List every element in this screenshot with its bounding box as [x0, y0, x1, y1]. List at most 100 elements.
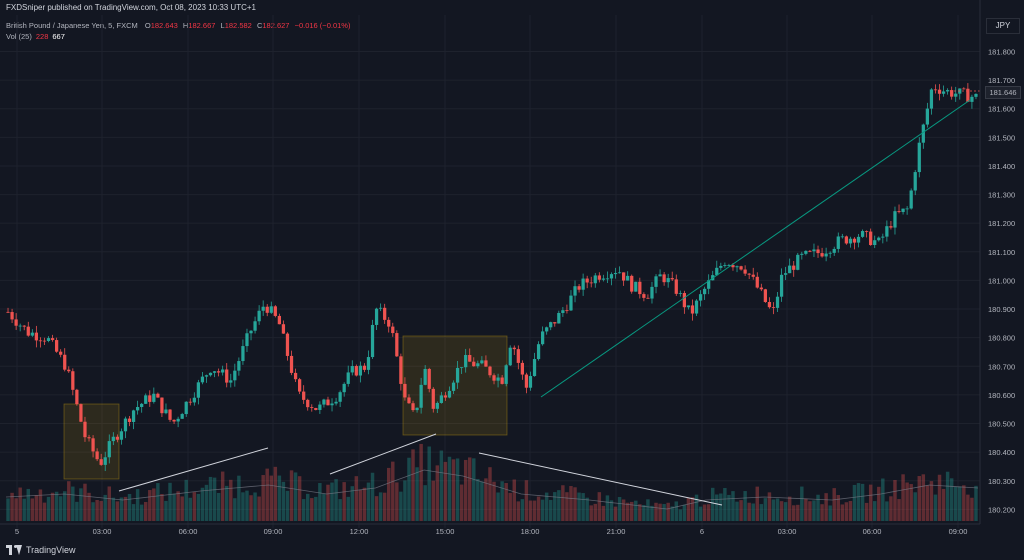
- volume-bar: [334, 479, 338, 521]
- volume-bar: [573, 487, 577, 521]
- volume-bar: [382, 492, 387, 521]
- candle-body: [954, 93, 958, 97]
- candle-body: [662, 274, 666, 283]
- candle-body: [946, 90, 950, 92]
- candle-body: [342, 383, 346, 393]
- high-label: H: [182, 21, 189, 30]
- volume-bar: [577, 492, 581, 521]
- volume-bar: [569, 486, 573, 521]
- price-tick-label: 181.300: [988, 191, 1015, 200]
- candle-body: [686, 305, 691, 308]
- candle-body: [970, 96, 974, 102]
- candle-body: [152, 393, 156, 402]
- volume-bar: [75, 501, 79, 521]
- candle-body: [492, 375, 496, 381]
- volume-bar: [589, 505, 593, 521]
- candle-body: [504, 365, 508, 384]
- time-tick-label: 12:00: [350, 527, 369, 536]
- candle-body: [427, 368, 431, 389]
- volume-bar: [779, 501, 784, 521]
- candle-body: [14, 319, 18, 326]
- volume-bar: [273, 466, 278, 521]
- candle-body: [666, 278, 670, 283]
- candle-body: [370, 324, 375, 358]
- candle-body: [374, 308, 379, 325]
- candle-body: [354, 366, 358, 376]
- volume-bar: [54, 491, 59, 521]
- volume-bar: [512, 479, 516, 521]
- candle-body: [877, 237, 881, 241]
- volume-bar: [601, 505, 606, 521]
- volume-bar: [743, 491, 747, 521]
- candle-body: [974, 93, 978, 97]
- volume-bar: [751, 503, 755, 521]
- high-value: 182.667: [188, 21, 216, 30]
- candle-body: [682, 293, 686, 308]
- candle-body: [508, 347, 512, 366]
- volume-bar: [431, 480, 435, 521]
- candle-body: [937, 89, 942, 94]
- volume-bar: [366, 482, 371, 521]
- candle-body: [217, 371, 221, 373]
- candle-body: [703, 288, 707, 295]
- volume-bar: [881, 478, 885, 521]
- candle-body: [901, 208, 905, 213]
- volume-bar: [929, 481, 934, 521]
- candle-body: [545, 327, 549, 332]
- volume-bar: [115, 501, 120, 521]
- candle-body: [532, 359, 537, 377]
- candle-body: [184, 401, 188, 415]
- candle-body: [298, 379, 302, 392]
- candles: [6, 83, 978, 472]
- volume-bar: [540, 499, 545, 521]
- candle-body: [472, 361, 476, 367]
- candle-body: [512, 347, 516, 350]
- change-value: −0.016 (−0.01%): [294, 21, 351, 30]
- volume-bar: [909, 484, 913, 521]
- candle-body: [654, 276, 658, 287]
- candle-body: [464, 355, 468, 368]
- volume-bar: [127, 493, 132, 521]
- volume-bar: [954, 486, 958, 521]
- volume-bar: [828, 505, 832, 521]
- volume-bar: [941, 488, 946, 521]
- volume-bar: [310, 498, 314, 521]
- volume-bar: [427, 446, 431, 521]
- time-tick-label: 09:00: [264, 527, 283, 536]
- volume-bar: [549, 499, 553, 521]
- candle-body: [273, 306, 277, 316]
- footer-brand[interactable]: TradingView: [6, 545, 76, 555]
- candle-body: [885, 226, 889, 237]
- candle-body: [658, 274, 662, 277]
- volume-bar: [727, 494, 731, 521]
- volume-bar: [139, 504, 144, 521]
- volume-bar: [443, 461, 448, 521]
- volume-bar: [164, 500, 168, 521]
- zones: [63, 335, 508, 480]
- volume-bar: [480, 481, 484, 521]
- volume-bar: [625, 502, 630, 521]
- price-tick-label: 181.400: [988, 162, 1015, 171]
- volume-bar: [253, 492, 257, 521]
- volume-ma-value: 667: [52, 32, 65, 41]
- volume-bar: [196, 493, 201, 521]
- candle-body: [824, 253, 828, 257]
- candle-body: [6, 311, 10, 313]
- volume-bar: [800, 486, 804, 521]
- volume-bar: [293, 472, 298, 521]
- volume-bar: [46, 496, 51, 521]
- volume-bar: [958, 486, 962, 521]
- candle-body: [808, 250, 812, 252]
- time-tick-label: 03:00: [778, 527, 797, 536]
- volume-bar: [459, 484, 464, 521]
- price-tick-label: 181.000: [988, 276, 1015, 285]
- candle-body: [966, 88, 970, 102]
- candle-body: [362, 365, 367, 370]
- volume-bar: [945, 471, 950, 521]
- volume-bar: [844, 502, 849, 521]
- candle-body: [549, 322, 553, 328]
- candle-body: [893, 211, 897, 228]
- currency-button[interactable]: JPY: [986, 18, 1020, 34]
- candle-body: [399, 356, 403, 384]
